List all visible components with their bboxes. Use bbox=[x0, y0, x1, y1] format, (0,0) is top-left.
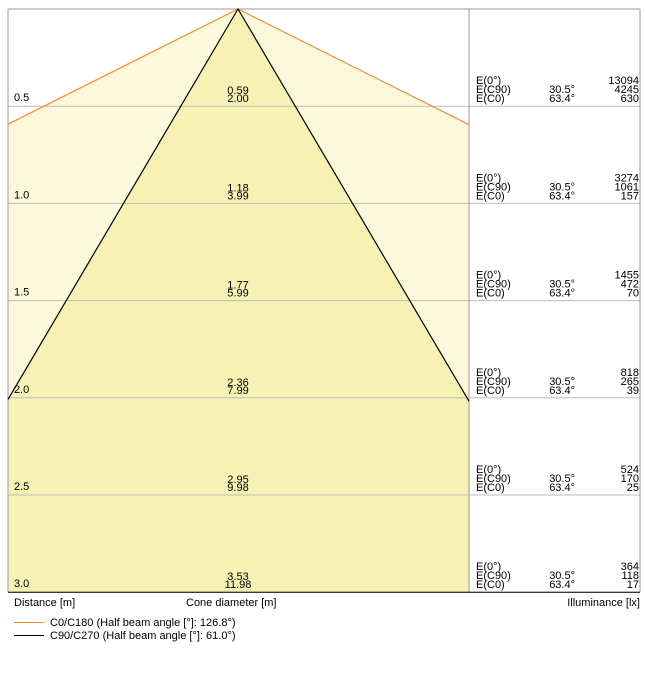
distance-label: 3.0 bbox=[14, 578, 29, 590]
c90-angle: 30.5° bbox=[549, 84, 575, 96]
illuminance-e0: 364 bbox=[621, 561, 639, 573]
c90-angle: 30.5° bbox=[549, 279, 575, 291]
illuminance-axis-title: Illuminance [lx] bbox=[567, 597, 640, 609]
c0-angle: 63.4° bbox=[549, 385, 575, 397]
c90-angle: 30.5° bbox=[549, 181, 575, 193]
distance-label: 2.0 bbox=[14, 384, 29, 396]
illuminance-row-label: E(0°) bbox=[476, 270, 501, 282]
illuminance-e0: 524 bbox=[621, 464, 639, 476]
legend-item-c90: C90/C270 (Half beam angle [°]: 61.0°) bbox=[14, 630, 236, 643]
cone-diameter-c0: 9.98 bbox=[227, 482, 248, 494]
illuminance-ec0: 70 bbox=[627, 288, 639, 300]
c0-angle: 63.4° bbox=[549, 190, 575, 202]
illuminance-row-label: E(C0) bbox=[476, 579, 505, 591]
illuminance-row-label: E(0°) bbox=[476, 75, 501, 87]
illuminance-ec0: 630 bbox=[621, 93, 639, 105]
distance-axis-title: Distance [m] bbox=[14, 597, 76, 609]
cone-diameter-axis-title: Cone diameter [m] bbox=[186, 597, 277, 609]
illuminance-ec90: 265 bbox=[621, 376, 639, 388]
distance-label: 1.0 bbox=[14, 189, 29, 201]
c90-angle: 30.5° bbox=[549, 376, 575, 388]
illuminance-e0: 818 bbox=[621, 367, 639, 379]
c0-angle: 63.4° bbox=[549, 482, 575, 494]
distance-label: 1.5 bbox=[14, 287, 29, 299]
illuminance-row-label: E(C0) bbox=[476, 190, 505, 202]
illuminance-e0: 3274 bbox=[615, 172, 639, 184]
illuminance-ec0: 39 bbox=[627, 385, 639, 397]
illuminance-ec90: 170 bbox=[621, 473, 639, 485]
c0-angle: 63.4° bbox=[549, 93, 575, 105]
cone-diameter-c90: 2.95 bbox=[227, 474, 248, 486]
cone-diameter-c90: 3.53 bbox=[227, 571, 248, 583]
illuminance-ec90: 472 bbox=[621, 279, 639, 291]
cone-diameter-c0: 11.98 bbox=[225, 579, 252, 591]
cone-diameter-c90: 0.59 bbox=[227, 85, 248, 97]
illuminance-row-label: E(C0) bbox=[476, 288, 505, 300]
cone-diameter-c0: 7.99 bbox=[227, 385, 248, 397]
labels-layer: 0.50.592.00E(0°)E(C90)E(C0)30.5°63.4°130… bbox=[14, 75, 639, 591]
illuminance-row-label: E(0°) bbox=[476, 561, 501, 573]
illuminance-row-label: E(C90) bbox=[476, 473, 511, 485]
c0-angle: 63.4° bbox=[549, 579, 575, 591]
illuminance-row-label: E(C0) bbox=[476, 93, 505, 105]
cone-diameter-c0: 5.99 bbox=[227, 288, 248, 300]
c90-angle: 30.5° bbox=[549, 570, 575, 582]
illuminance-row-label: E(0°) bbox=[476, 464, 501, 476]
illuminance-ec0: 157 bbox=[621, 190, 639, 202]
cone-diameter-c90: 1.77 bbox=[227, 280, 248, 292]
illuminance-row-label: E(C90) bbox=[476, 376, 511, 388]
beam-lines-layer bbox=[7, 7, 470, 402]
illuminance-row-label: E(C90) bbox=[476, 279, 511, 291]
c90-angle: 30.5° bbox=[549, 473, 575, 485]
cone-diameter-c0: 3.99 bbox=[227, 190, 248, 202]
illuminance-ec90: 4245 bbox=[615, 84, 639, 96]
illuminance-row-label: E(0°) bbox=[476, 367, 501, 379]
illuminance-ec0: 25 bbox=[627, 482, 639, 494]
legend-swatch-c90 bbox=[14, 634, 44, 636]
legend-item-c0: C0/C180 (Half beam angle [°]: 126.8°) bbox=[14, 617, 236, 630]
illuminance-e0: 13094 bbox=[608, 75, 639, 87]
distance-label: 0.5 bbox=[14, 92, 29, 104]
illuminance-row-label: E(C90) bbox=[476, 570, 511, 582]
c0-angle: 63.4° bbox=[549, 288, 575, 300]
grid-layer bbox=[7, 8, 641, 593]
illuminance-ec90: 1061 bbox=[615, 181, 639, 193]
legend-swatch-c0 bbox=[14, 621, 44, 623]
illuminance-ec90: 118 bbox=[621, 570, 639, 582]
cone-diameter-c0: 2.00 bbox=[227, 93, 248, 105]
illuminance-row-label: E(C90) bbox=[476, 181, 511, 193]
illuminance-e0: 1455 bbox=[615, 270, 639, 282]
illuminance-row-label: E(C0) bbox=[476, 385, 505, 397]
illuminance-row-label: E(C90) bbox=[476, 84, 511, 96]
legend-label-c0: C0/C180 (Half beam angle [°]: 126.8°) bbox=[50, 617, 236, 629]
distance-label: 2.5 bbox=[14, 481, 29, 493]
cone-diameter-c90: 1.18 bbox=[227, 182, 248, 194]
legend-label-c90: C90/C270 (Half beam angle [°]: 61.0°) bbox=[50, 630, 236, 642]
illuminance-row-label: E(0°) bbox=[476, 172, 501, 184]
c90-beam-line bbox=[7, 7, 470, 402]
illuminance-ec0: 17 bbox=[627, 579, 639, 591]
cone-diameter-c90: 2.36 bbox=[227, 377, 248, 389]
illuminance-row-label: E(C0) bbox=[476, 482, 505, 494]
